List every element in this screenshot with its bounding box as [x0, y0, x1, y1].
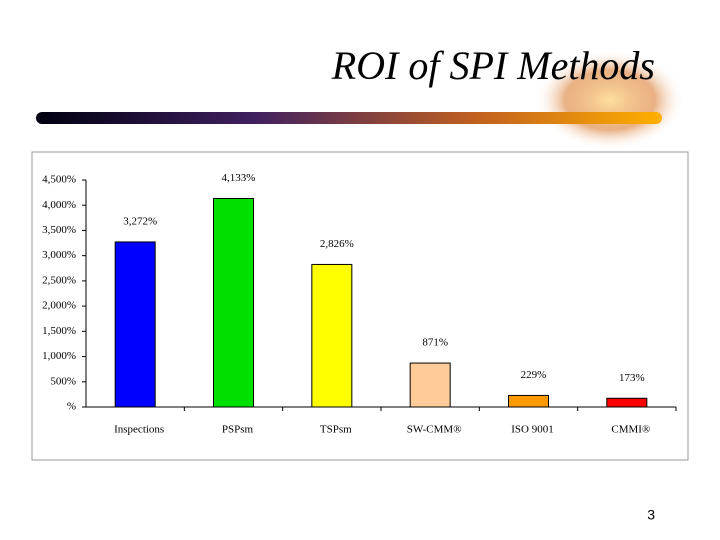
slide-title: ROI of SPI Methods [331, 43, 655, 88]
x-tick-label: SW-CMM® [407, 424, 462, 436]
page-number: 3 [647, 507, 655, 523]
bar [311, 263, 353, 408]
y-tick-label: 4,500% [42, 174, 76, 186]
x-tick-label: PSPsm [222, 424, 254, 436]
value-label: 3,272% [123, 215, 157, 227]
y-tick-label: % [67, 401, 76, 413]
bar [606, 397, 648, 408]
value-label: 173% [619, 372, 645, 384]
bar [508, 394, 549, 408]
x-tick-label: ISO 9001 [511, 424, 553, 436]
y-tick-label: 2,500% [42, 274, 76, 286]
x-tick-label: Inspections [114, 424, 164, 436]
y-tick-label: 3,500% [42, 224, 76, 236]
bar [213, 198, 254, 408]
bar [114, 241, 156, 408]
y-tick-label: 1,500% [42, 325, 76, 337]
value-label: 2,826% [320, 238, 354, 250]
y-tick-label: 3,000% [42, 249, 76, 261]
y-tick-label: 1,000% [42, 350, 76, 362]
y-tick-label: 500% [50, 375, 76, 387]
value-label: 871% [422, 337, 448, 349]
x-tick-label: CMMI® [611, 424, 650, 436]
value-label: 4,133% [222, 172, 256, 184]
title-underline [36, 112, 662, 124]
y-tick-label: 2,000% [42, 300, 76, 312]
bar [409, 362, 451, 408]
decoration [535, 50, 685, 150]
y-tick-label: 4,000% [42, 199, 76, 211]
x-tick-label: TSPsm [320, 424, 352, 436]
value-label: 229% [521, 369, 547, 381]
